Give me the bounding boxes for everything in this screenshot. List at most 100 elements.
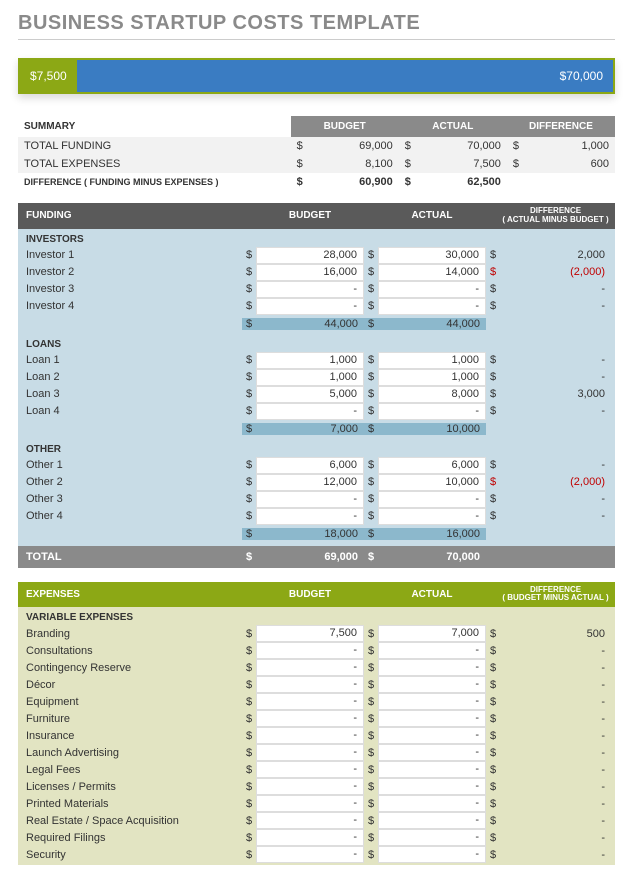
currency-symbol: $ — [364, 662, 378, 674]
expense-row-budget[interactable]: - — [256, 761, 364, 778]
expense-row-diff: - — [500, 798, 611, 810]
funding-row-budget[interactable]: - — [256, 508, 364, 525]
funding-row-actual[interactable]: 10,000 — [378, 474, 486, 491]
bar-left-value: $7,500 — [20, 60, 77, 92]
funding-row-budget[interactable]: 1,000 — [256, 352, 364, 369]
summary-row-diff: 600 — [525, 155, 615, 173]
expense-row-budget[interactable]: - — [256, 812, 364, 829]
funding-row-actual[interactable]: - — [378, 403, 486, 420]
page-title: BUSINESS STARTUP COSTS TEMPLATE — [0, 0, 633, 39]
funding-row-actual[interactable]: - — [378, 491, 486, 508]
expenses-budget-header: BUDGET — [256, 589, 364, 600]
funding-row-actual[interactable]: 8,000 — [378, 386, 486, 403]
funding-row-actual[interactable]: - — [378, 298, 486, 315]
currency-symbol: $ — [486, 849, 500, 861]
funding-row-budget[interactable]: - — [256, 281, 364, 298]
expense-row-diff: - — [500, 679, 611, 691]
currency-symbol: $ — [486, 371, 500, 383]
currency-symbol: $ — [399, 173, 417, 191]
currency-symbol: $ — [242, 747, 256, 759]
funding-row-actual[interactable]: - — [378, 508, 486, 525]
currency-symbol: $ — [364, 551, 378, 563]
expense-row-actual[interactable]: - — [378, 659, 486, 676]
expense-row-budget[interactable]: - — [256, 710, 364, 727]
currency-symbol: $ — [242, 318, 256, 330]
expense-row-actual[interactable]: - — [378, 727, 486, 744]
expense-row-actual[interactable]: - — [378, 710, 486, 727]
expense-row-actual[interactable]: - — [378, 812, 486, 829]
funding-row-actual[interactable]: 6,000 — [378, 457, 486, 474]
currency-symbol: $ — [242, 551, 256, 563]
expense-row-budget[interactable]: - — [256, 795, 364, 812]
funding-row-actual[interactable]: 1,000 — [378, 369, 486, 386]
expense-row-budget[interactable]: - — [256, 693, 364, 710]
funding-row-name: Investor 4 — [18, 300, 242, 312]
currency-symbol: $ — [242, 849, 256, 861]
funding-row-budget[interactable]: 5,000 — [256, 386, 364, 403]
expense-row-budget[interactable]: - — [256, 744, 364, 761]
funding-row: Other 1 $6,000 $6,000 $- — [18, 457, 615, 474]
expense-row-budget[interactable]: - — [256, 778, 364, 795]
expense-row-budget[interactable]: - — [256, 642, 364, 659]
summary-row: TOTAL FUNDING $69,000 $70,000 $1,000 — [18, 137, 615, 155]
funding-row-budget[interactable]: - — [256, 403, 364, 420]
funding-row-actual[interactable]: 14,000 — [378, 264, 486, 281]
expense-row-name: Branding — [18, 628, 242, 640]
summary-row-diff: 1,000 — [525, 137, 615, 155]
expense-row-budget[interactable]: - — [256, 727, 364, 744]
expense-row-budget[interactable]: - — [256, 676, 364, 693]
expense-row-actual[interactable]: - — [378, 642, 486, 659]
funding-row-budget[interactable]: 16,000 — [256, 264, 364, 281]
currency-symbol: $ — [364, 405, 378, 417]
funding-row-actual[interactable]: 30,000 — [378, 247, 486, 264]
expense-row-name: Security — [18, 849, 242, 861]
funding-row-name: Other 3 — [18, 493, 242, 505]
expense-row-budget[interactable]: - — [256, 829, 364, 846]
expense-row-actual[interactable]: - — [378, 829, 486, 846]
expense-row-budget[interactable]: 7,500 — [256, 625, 364, 642]
expense-row-budget[interactable]: - — [256, 659, 364, 676]
currency-symbol: $ — [486, 781, 500, 793]
currency-symbol: $ — [486, 266, 500, 278]
expense-row-actual[interactable]: - — [378, 846, 486, 863]
currency-symbol: $ — [507, 137, 525, 155]
expenses-group-label: VARIABLE EXPENSES — [18, 607, 615, 625]
expense-row-diff: - — [500, 713, 611, 725]
currency-symbol: $ — [364, 354, 378, 366]
funding-row-budget[interactable]: 6,000 — [256, 457, 364, 474]
summary-diff-header: DIFFERENCE — [507, 116, 615, 137]
funding-title: FUNDING — [18, 210, 242, 221]
funding-total-actual: 70,000 — [378, 551, 486, 563]
expense-row-actual[interactable]: - — [378, 761, 486, 778]
expense-row-actual[interactable]: - — [378, 693, 486, 710]
funding-row-budget[interactable]: - — [256, 491, 364, 508]
currency-symbol: $ — [399, 137, 417, 155]
funding-row: Other 2 $12,000 $10,000 $(2,000) — [18, 474, 615, 491]
funding-row-budget[interactable]: 12,000 — [256, 474, 364, 491]
currency-symbol: $ — [364, 628, 378, 640]
expense-row: Required Filings $- $- $- — [18, 829, 615, 846]
currency-symbol: $ — [242, 696, 256, 708]
currency-symbol: $ — [242, 764, 256, 776]
funding-row-budget[interactable]: 1,000 — [256, 369, 364, 386]
funding-row: Investor 3 $- $- $- — [18, 281, 615, 298]
expense-row-actual[interactable]: - — [378, 744, 486, 761]
funding-row-budget[interactable]: 28,000 — [256, 247, 364, 264]
funding-row-actual[interactable]: 1,000 — [378, 352, 486, 369]
funding-row-name: Investor 1 — [18, 249, 242, 261]
funding-row-actual[interactable]: - — [378, 281, 486, 298]
currency-symbol: $ — [486, 388, 500, 400]
currency-symbol: $ — [486, 730, 500, 742]
expense-row-budget[interactable]: - — [256, 846, 364, 863]
expense-row-actual[interactable]: - — [378, 778, 486, 795]
expense-row-name: Contingency Reserve — [18, 662, 242, 674]
funding-row-diff: - — [500, 510, 611, 522]
currency-symbol: $ — [364, 730, 378, 742]
currency-symbol: $ — [486, 713, 500, 725]
expense-row-actual[interactable]: - — [378, 795, 486, 812]
expense-row: Insurance $- $- $- — [18, 727, 615, 744]
funding-row-budget[interactable]: - — [256, 298, 364, 315]
expense-row-actual[interactable]: - — [378, 676, 486, 693]
currency-symbol: $ — [486, 832, 500, 844]
expense-row-actual[interactable]: 7,000 — [378, 625, 486, 642]
